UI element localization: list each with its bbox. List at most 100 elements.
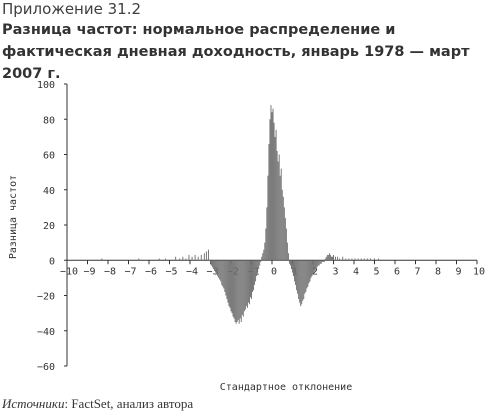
bar	[319, 260, 321, 264]
bar	[345, 258, 347, 261]
bar	[216, 260, 218, 275]
bar	[277, 161, 279, 261]
x-tick-label: 0	[271, 266, 277, 277]
x-tick-label: −10	[60, 266, 78, 277]
x-tick-label: 3	[332, 266, 338, 277]
bar	[342, 256, 344, 261]
bar	[138, 258, 140, 261]
x-tick-label: 5	[373, 266, 379, 277]
x-tick-label: −7	[124, 266, 136, 277]
bar	[259, 260, 261, 266]
bar	[179, 258, 181, 261]
bar	[357, 258, 359, 261]
bar	[246, 260, 248, 308]
bar	[289, 260, 291, 266]
bar	[158, 258, 160, 261]
y-tick-label: 80	[43, 115, 55, 126]
bar	[175, 256, 177, 261]
bar	[185, 258, 187, 261]
bar	[274, 136, 276, 261]
x-tick-label: 4	[353, 266, 359, 277]
bar	[276, 150, 278, 261]
bar	[226, 260, 228, 300]
bar	[238, 260, 240, 324]
bar	[255, 260, 257, 282]
bar	[332, 256, 333, 261]
bar	[286, 242, 288, 261]
bar	[374, 258, 375, 261]
bar	[228, 260, 230, 307]
bar	[182, 256, 184, 261]
bar	[217, 260, 219, 277]
bar	[260, 260, 262, 263]
bar	[234, 260, 236, 322]
bar	[224, 260, 226, 292]
x-tick-label: 9	[455, 266, 461, 277]
y-tick-label: 40	[43, 186, 55, 197]
bar	[310, 260, 312, 278]
bar	[292, 260, 293, 273]
x-tick-label: 6	[394, 266, 400, 277]
bar	[318, 260, 320, 266]
bar	[354, 258, 356, 261]
y-tick-label: 20	[43, 221, 55, 232]
bar	[304, 260, 306, 294]
bar	[256, 260, 258, 277]
bar	[317, 260, 319, 266]
bar	[328, 253, 330, 261]
bar	[280, 168, 282, 261]
bar	[262, 253, 264, 261]
source-text: : FactSet, анализ автора	[64, 396, 194, 411]
bar	[363, 258, 365, 261]
bar	[351, 258, 353, 261]
bar	[348, 258, 350, 261]
y-tick-label: −20	[37, 292, 55, 303]
appendix-label: Приложение 31.2	[2, 0, 142, 18]
bar	[278, 154, 280, 261]
bar	[335, 256, 337, 261]
bar	[275, 129, 277, 261]
bar	[324, 258, 326, 261]
bar	[240, 260, 242, 322]
bar	[207, 249, 209, 261]
bar	[366, 258, 368, 261]
chart-title: Разница частот: нормальное распределение…	[2, 22, 470, 82]
bar	[303, 260, 305, 300]
bar	[291, 260, 292, 270]
bar	[252, 260, 253, 292]
y-ticks: −60 −40 −20 0 20 40 60 80 100	[37, 80, 67, 373]
bar	[236, 260, 238, 322]
bar	[305, 260, 307, 292]
y-tick-label: 0	[49, 256, 55, 267]
source-label: Источники	[2, 396, 65, 411]
bar	[330, 256, 332, 261]
bar	[221, 260, 223, 285]
x-tick-label: −8	[104, 266, 116, 277]
bar	[268, 143, 270, 261]
bar	[293, 260, 294, 277]
bar	[263, 249, 265, 261]
bar	[214, 260, 216, 271]
y-tick-label: 100	[37, 80, 55, 91]
bar	[212, 260, 214, 268]
bar	[227, 260, 229, 303]
bar	[272, 108, 274, 261]
bar	[235, 260, 237, 324]
bar	[194, 254, 196, 261]
bar	[288, 260, 290, 264]
bar	[197, 256, 199, 261]
bar	[270, 105, 272, 261]
bar	[215, 260, 217, 273]
bar	[244, 260, 246, 310]
bar	[188, 254, 190, 261]
bar	[237, 260, 239, 321]
bars	[101, 105, 380, 324]
y-axis-label: Разница частот	[8, 175, 19, 259]
bar	[321, 260, 323, 263]
bar	[295, 260, 297, 285]
bar	[269, 119, 271, 261]
bar	[248, 260, 250, 305]
bar	[220, 260, 222, 282]
bar	[369, 258, 371, 261]
bar	[218, 260, 220, 278]
